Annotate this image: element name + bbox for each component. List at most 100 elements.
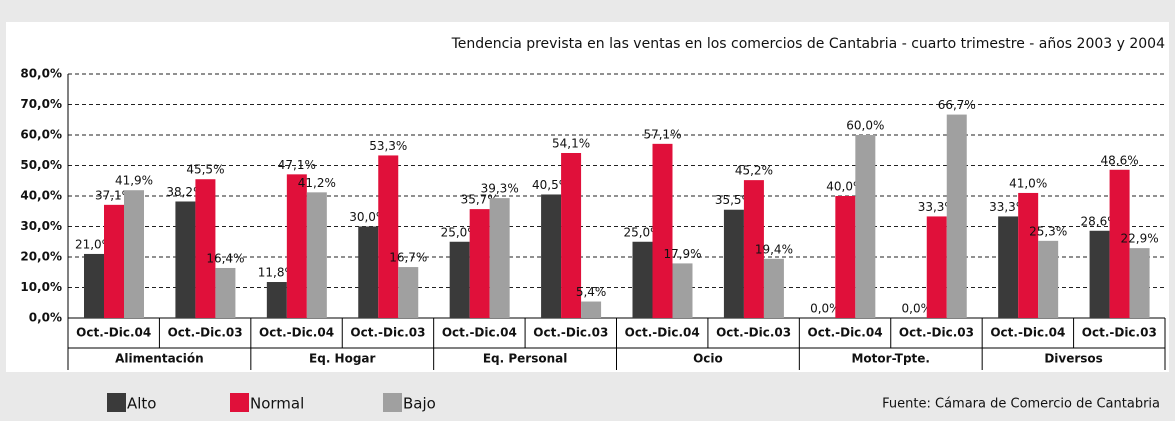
y-tick-label: 30,0% [20, 219, 62, 233]
group-label: Motor-Tpte. [851, 352, 930, 366]
bar [743, 180, 764, 318]
x-tick-label: Oct.-Dic.03 [168, 326, 243, 340]
x-tick-label: Oct.-Dic.03 [1082, 326, 1157, 340]
x-tick-label: Oct.-Dic.04 [625, 326, 700, 340]
group-label: Ocio [693, 352, 723, 366]
data-label: 25,0% [623, 225, 661, 239]
bar [926, 216, 947, 318]
bar [449, 241, 470, 318]
x-tick-label: Oct.-Dic.03 [533, 326, 608, 340]
bar [763, 258, 784, 318]
bar [286, 174, 307, 318]
bar [266, 282, 287, 318]
data-label: 66,7% [938, 98, 976, 112]
group-label: Diversos [1044, 352, 1102, 366]
bar [855, 135, 876, 318]
data-label: 5,4% [576, 285, 607, 299]
legend-label: Alto [127, 395, 157, 413]
data-label: 54,1% [552, 136, 590, 150]
data-label: 11,8% [258, 266, 296, 280]
bar [541, 194, 562, 318]
bar [672, 263, 693, 318]
source: Fuente: Cámara de Comercio de Cantabria [882, 397, 1160, 412]
data-label: 40,0% [826, 180, 864, 194]
data-label: 38,2% [166, 185, 204, 199]
group-label: Eq. Personal [483, 352, 568, 366]
bar [358, 226, 379, 318]
data-label: 33,3% [918, 200, 956, 214]
x-tick-label: Oct.-Dic.04 [990, 326, 1065, 340]
y-tick-label: 50,0% [20, 158, 62, 172]
y-tick-label: 60,0% [20, 128, 62, 142]
data-label: 45,5% [186, 163, 224, 177]
data-label: 60,0% [846, 119, 884, 133]
data-label: 45,2% [735, 164, 773, 178]
data-label: 0,0% [810, 302, 841, 316]
data-label: 28,6% [1081, 214, 1119, 228]
y-tick-label: 20,0% [20, 250, 62, 264]
y-tick-label: 10,0% [20, 280, 62, 294]
bar [469, 209, 490, 318]
data-label: 53,3% [369, 139, 407, 153]
bar [195, 179, 216, 318]
data-label: 21,0% [75, 237, 113, 251]
bar [561, 152, 582, 318]
data-label: 0,0% [902, 302, 933, 316]
legend-swatch [383, 393, 402, 412]
y-tick-label: 0,0% [29, 311, 62, 325]
data-label: 41,0% [1009, 176, 1047, 190]
data-label: 22,9% [1121, 232, 1159, 246]
bar [215, 267, 236, 318]
data-label: 35,5% [715, 193, 753, 207]
bar [489, 198, 510, 318]
y-tick-label: 70,0% [20, 97, 62, 111]
bar [1129, 248, 1150, 318]
bar [104, 204, 124, 318]
bar [1089, 230, 1110, 318]
bar [378, 155, 399, 318]
legend-swatch [230, 393, 249, 412]
bar [946, 114, 967, 318]
x-tick-label: Oct.-Dic.04 [808, 326, 883, 340]
data-label: 41,2% [298, 176, 336, 190]
x-tick-label: Oct.-Dic.03 [350, 326, 425, 340]
x-tick-label: Oct.-Dic.04 [442, 326, 517, 340]
data-label: 33,3% [989, 200, 1027, 214]
group-label: Alimentación [115, 352, 204, 366]
bar [398, 267, 419, 318]
bar [1018, 192, 1039, 318]
legend-label: Bajo [403, 395, 436, 413]
data-label: 47,1% [278, 158, 316, 172]
chart-title: Tendencia prevista en las ventas en los … [451, 36, 1166, 52]
bar [1038, 240, 1059, 318]
bar [632, 241, 653, 318]
data-label: 41,9% [115, 174, 153, 188]
bar [124, 190, 144, 318]
x-tick-label: Oct.-Dic.03 [899, 326, 974, 340]
data-label: 40,5% [532, 178, 570, 192]
data-label: 16,7% [389, 251, 427, 265]
y-tick-label: 40,0% [20, 189, 62, 203]
bar [306, 192, 327, 318]
data-label: 48,6% [1101, 153, 1139, 167]
bar [998, 216, 1019, 318]
data-label: 16,4% [206, 251, 244, 265]
bar [581, 301, 602, 318]
bar [1109, 169, 1130, 318]
data-label: 37,1% [95, 188, 133, 202]
bar [723, 209, 744, 318]
data-label: 35,7% [461, 193, 499, 207]
data-label: 25,3% [1029, 224, 1067, 238]
bar [835, 196, 856, 318]
data-label: 25,0% [441, 225, 479, 239]
data-label: 17,9% [663, 247, 701, 261]
group-label: Eq. Hogar [309, 352, 375, 366]
bar [84, 253, 104, 318]
data-label: 30,0% [349, 210, 387, 224]
legend-label: Normal [250, 395, 304, 413]
x-tick-label: Oct.-Dic.04 [76, 326, 151, 340]
data-label: 39,3% [481, 182, 519, 196]
data-label: 19,4% [755, 242, 793, 256]
x-tick-label: Oct.-Dic.04 [259, 326, 334, 340]
